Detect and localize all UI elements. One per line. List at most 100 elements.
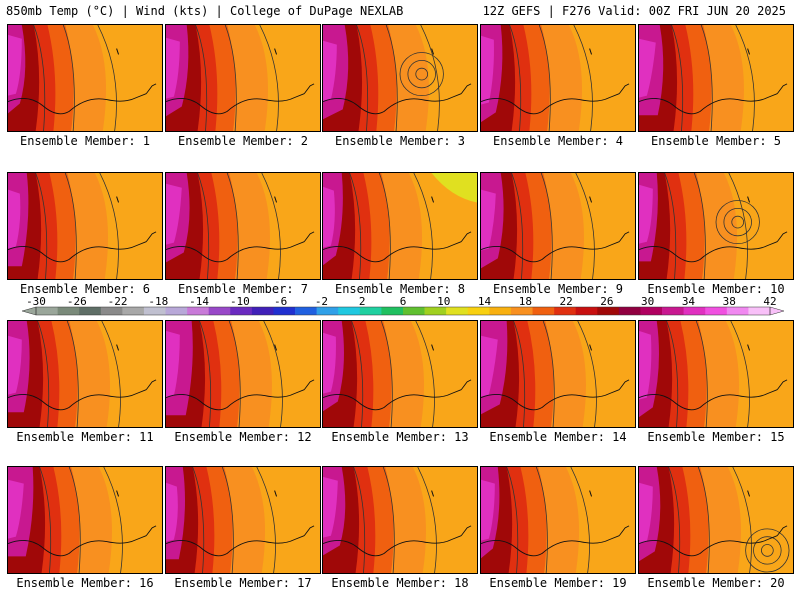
colorbar-swatch	[554, 307, 577, 315]
ensemble-panel: Ensemble Member: 8	[322, 172, 478, 296]
colorbar-swatch	[705, 307, 728, 315]
ensemble-panel: Ensemble Member: 16	[7, 466, 163, 590]
panel-label: Ensemble Member: 11	[16, 430, 154, 444]
temperature-map	[322, 466, 478, 574]
temperature-map	[165, 320, 321, 428]
colorbar-tick-label: 6	[400, 296, 407, 308]
colorbar-swatch	[489, 307, 512, 315]
ensemble-panel: Ensemble Member: 15	[638, 320, 794, 444]
colorbar-swatch	[575, 307, 598, 315]
colorbar-tick-label: 38	[723, 296, 736, 308]
colorbar-swatch	[295, 307, 317, 315]
ensemble-panel: Ensemble Member: 4	[480, 24, 636, 148]
temperature-map	[322, 320, 478, 428]
colorbar-right-arrow	[769, 306, 785, 316]
panel-label: Ensemble Member: 20	[647, 576, 785, 590]
colorbar-swatch	[230, 307, 253, 315]
colorbar-tick-label: 10	[437, 296, 450, 308]
colorbar-tick-label: 34	[682, 296, 696, 308]
panel-label: Ensemble Member: 16	[16, 576, 154, 590]
temperature-map	[322, 24, 478, 132]
ensemble-panel: Ensemble Member: 13	[322, 320, 478, 444]
colorbar-tick-label: -2	[315, 296, 328, 308]
colorbar-swatch	[36, 307, 58, 315]
colorbar-swatch	[100, 307, 123, 315]
panel-label: Ensemble Member: 3	[334, 134, 466, 148]
temperature-map	[322, 172, 478, 280]
ensemble-panel: Ensemble Member: 5	[638, 24, 794, 148]
ensemble-panel: Ensemble Member: 18	[322, 466, 478, 590]
colorbar-swatch	[381, 307, 404, 315]
colorbar-swatch	[640, 307, 663, 315]
colorbar-tick-label: -10	[230, 296, 250, 308]
panel-label: Ensemble Member: 2	[177, 134, 309, 148]
colorbar-tick-label: -22	[108, 296, 128, 308]
colorbar-swatch	[510, 307, 533, 315]
colorbar-tick-label: -18	[148, 296, 168, 308]
panel-label: Ensemble Member: 13	[331, 430, 469, 444]
colorbar-tick-label: 2	[359, 296, 366, 308]
panel-label: Ensemble Member: 9	[492, 282, 624, 296]
colorbar-swatch	[122, 307, 145, 315]
panel-label: Ensemble Member: 18	[331, 576, 469, 590]
colorbar-swatch	[726, 307, 749, 315]
colorbar-tick-label: 26	[600, 296, 613, 308]
ensemble-panel: Ensemble Member: 10	[638, 172, 794, 296]
temperature-map	[165, 24, 321, 132]
temperature-map	[480, 24, 636, 132]
panel-label: Ensemble Member: 4	[492, 134, 624, 148]
panel-label: Ensemble Member: 10	[647, 282, 785, 296]
colorbar-tick-label: -14	[189, 296, 209, 308]
colorbar-swatch	[403, 307, 425, 315]
colorbar-swatch	[316, 307, 339, 315]
panel-label: Ensemble Member: 1	[19, 134, 151, 148]
ensemble-panel: Ensemble Member: 20	[638, 466, 794, 590]
panel-label: Ensemble Member: 6	[19, 282, 151, 296]
colorbar-swatch	[424, 307, 447, 315]
ensemble-panel: Ensemble Member: 12	[165, 320, 321, 444]
temperature-map	[638, 172, 794, 280]
ensemble-panel: Ensemble Member: 2	[165, 24, 321, 148]
colorbar-swatch	[662, 307, 684, 315]
panel-label: Ensemble Member: 12	[174, 430, 312, 444]
colorbar-tick-label: -30	[26, 296, 46, 308]
colorbar-swatch	[359, 307, 382, 315]
temperature-map	[480, 320, 636, 428]
temperature-colorbar: -30 -26 -22 -18 -14 -10 -6 -2 2 6 10 14 18 22 26 30 34 38…	[21, 296, 785, 316]
temperature-map	[638, 466, 794, 574]
colorbar-swatch	[338, 307, 361, 315]
colorbar-swatch	[57, 307, 80, 315]
temperature-map	[7, 172, 163, 280]
panel-label: Ensemble Member: 15	[647, 430, 785, 444]
temperature-map	[638, 24, 794, 132]
colorbar-swatch	[165, 307, 188, 315]
colorbar-swatch	[79, 307, 102, 315]
colorbar-swatch	[532, 307, 555, 315]
ensemble-panel: Ensemble Member: 3	[322, 24, 478, 148]
temperature-map	[480, 172, 636, 280]
ensemble-panel: Ensemble Member: 6	[7, 172, 163, 296]
colorbar-swatch	[187, 307, 210, 315]
ensemble-panel: Ensemble Member: 17	[165, 466, 321, 590]
colorbar-tick-label: -26	[67, 296, 87, 308]
colorbar-swatch	[618, 307, 641, 315]
temperature-map	[165, 172, 321, 280]
colorbar-tick-label: -6	[274, 296, 287, 308]
colorbar-tick-label: 22	[559, 296, 572, 308]
header-title: 850mb Temp (°C) | Wind (kts) | College o…	[6, 4, 404, 18]
temperature-map	[638, 320, 794, 428]
colorbar-swatch	[446, 307, 469, 315]
temperature-map	[7, 24, 163, 132]
header-valid-time: 12Z GEFS | F276 Valid: 00Z FRI JUN 20 20…	[482, 4, 786, 18]
panel-label: Ensemble Member: 7	[177, 282, 309, 296]
panel-label: Ensemble Member: 8	[334, 282, 466, 296]
temperature-map	[7, 466, 163, 574]
panel-label: Ensemble Member: 19	[489, 576, 627, 590]
temperature-map	[165, 466, 321, 574]
panel-label: Ensemble Member: 5	[650, 134, 782, 148]
colorbar-swatch	[208, 307, 231, 315]
colorbar-tick-label: 18	[519, 296, 532, 308]
colorbar-left-arrow	[21, 306, 37, 316]
colorbar-swatch	[251, 307, 274, 315]
colorbar-swatch	[748, 307, 771, 315]
